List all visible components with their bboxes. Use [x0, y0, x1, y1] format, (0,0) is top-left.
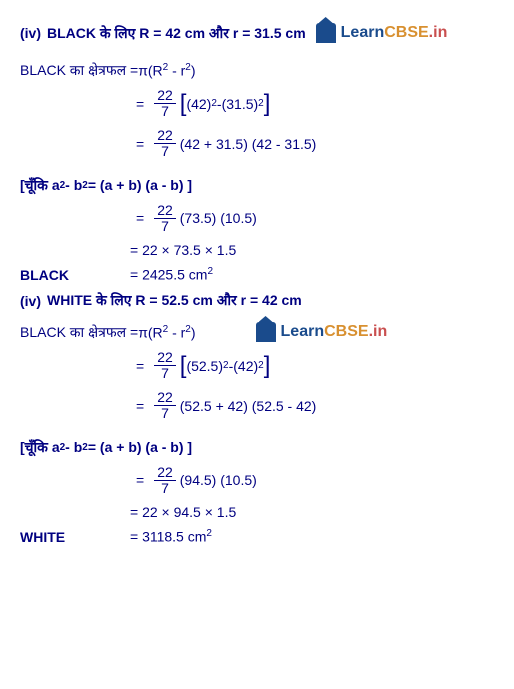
s2-step1: = 22 7 [ (52.5)2 - (42)2 ]: [20, 350, 494, 382]
s2-result-value: = 3118.5 cm2: [130, 528, 212, 545]
formula-pi-R2-r2: π(R2 - r2): [138, 324, 195, 341]
logo-text: LearnCBSE.in: [281, 323, 388, 341]
s2-result-label: WHITE: [20, 529, 130, 545]
s2-result: WHITE = 3118.5 cm2: [20, 528, 494, 545]
s1-result-label: BLACK: [20, 267, 130, 283]
s1-num: (iv): [20, 25, 41, 41]
formula-pi-R2-r2: π(R2 - r2): [138, 62, 195, 79]
section1-header: (iv) BLACK के लिए R = 42 cm और r = 31.5 …: [20, 23, 494, 43]
s1-step2: = 22 7 (42 + 31.5) (42 - 31.5): [20, 128, 494, 160]
s2-label: WHITE के लिए R = 52.5 cm और r = 42 cm: [47, 291, 302, 310]
s1-step4: = 22 × 73.5 × 1.5: [20, 242, 494, 258]
s2-num: (iv): [20, 293, 41, 309]
pi-fraction: 22 7: [154, 203, 176, 235]
s2-step4: = 22 × 94.5 × 1.5: [20, 504, 494, 520]
s1-step1: = 22 7 [ (42)2 - (31.5)2 ]: [20, 88, 494, 120]
s2-step3: = 22 7 (94.5) (10.5): [20, 465, 494, 497]
logo: LearnCBSE.in: [256, 322, 388, 342]
pi-fraction: 22 7: [154, 390, 176, 422]
pi-fraction: 22 7: [154, 465, 176, 497]
graduation-cap-icon: [316, 23, 336, 43]
s1-result-value: = 2425.5 cm2: [130, 266, 213, 283]
s2-step2: = 22 7 (52.5 + 42) (52.5 - 42): [20, 390, 494, 422]
s2-area-formula: BLACK का क्षेत्रफल = π(R2 - r2) LearnCBS…: [20, 322, 494, 342]
logo-text: LearnCBSE.in: [341, 24, 448, 42]
identity-line-2: [चूँकि a2 - b2 = (a + b) (a - b) ]: [20, 438, 494, 457]
pi-fraction: 22 7: [154, 350, 176, 382]
s1-area-formula: BLACK का क्षेत्रफल = π(R2 - r2): [20, 61, 494, 80]
identity-line: [चूँकि a2 - b2 = (a + b) (a - b) ]: [20, 176, 494, 195]
logo: LearnCBSE.in: [316, 23, 448, 43]
s1-area-label: BLACK का क्षेत्रफल =: [20, 61, 138, 80]
s2-area-label: BLACK का क्षेत्रफल =: [20, 323, 138, 342]
pi-fraction: 22 7: [154, 128, 176, 160]
s1-step3: = 22 7 (73.5) (10.5): [20, 203, 494, 235]
pi-fraction: 22 7: [154, 88, 176, 120]
s1-result: BLACK = 2425.5 cm2: [20, 266, 494, 283]
graduation-cap-icon: [256, 322, 276, 342]
section2-header: (iv) WHITE के लिए R = 52.5 cm और r = 42 …: [20, 291, 494, 310]
s1-label: BLACK के लिए R = 42 cm और r = 31.5 cm: [47, 24, 306, 43]
